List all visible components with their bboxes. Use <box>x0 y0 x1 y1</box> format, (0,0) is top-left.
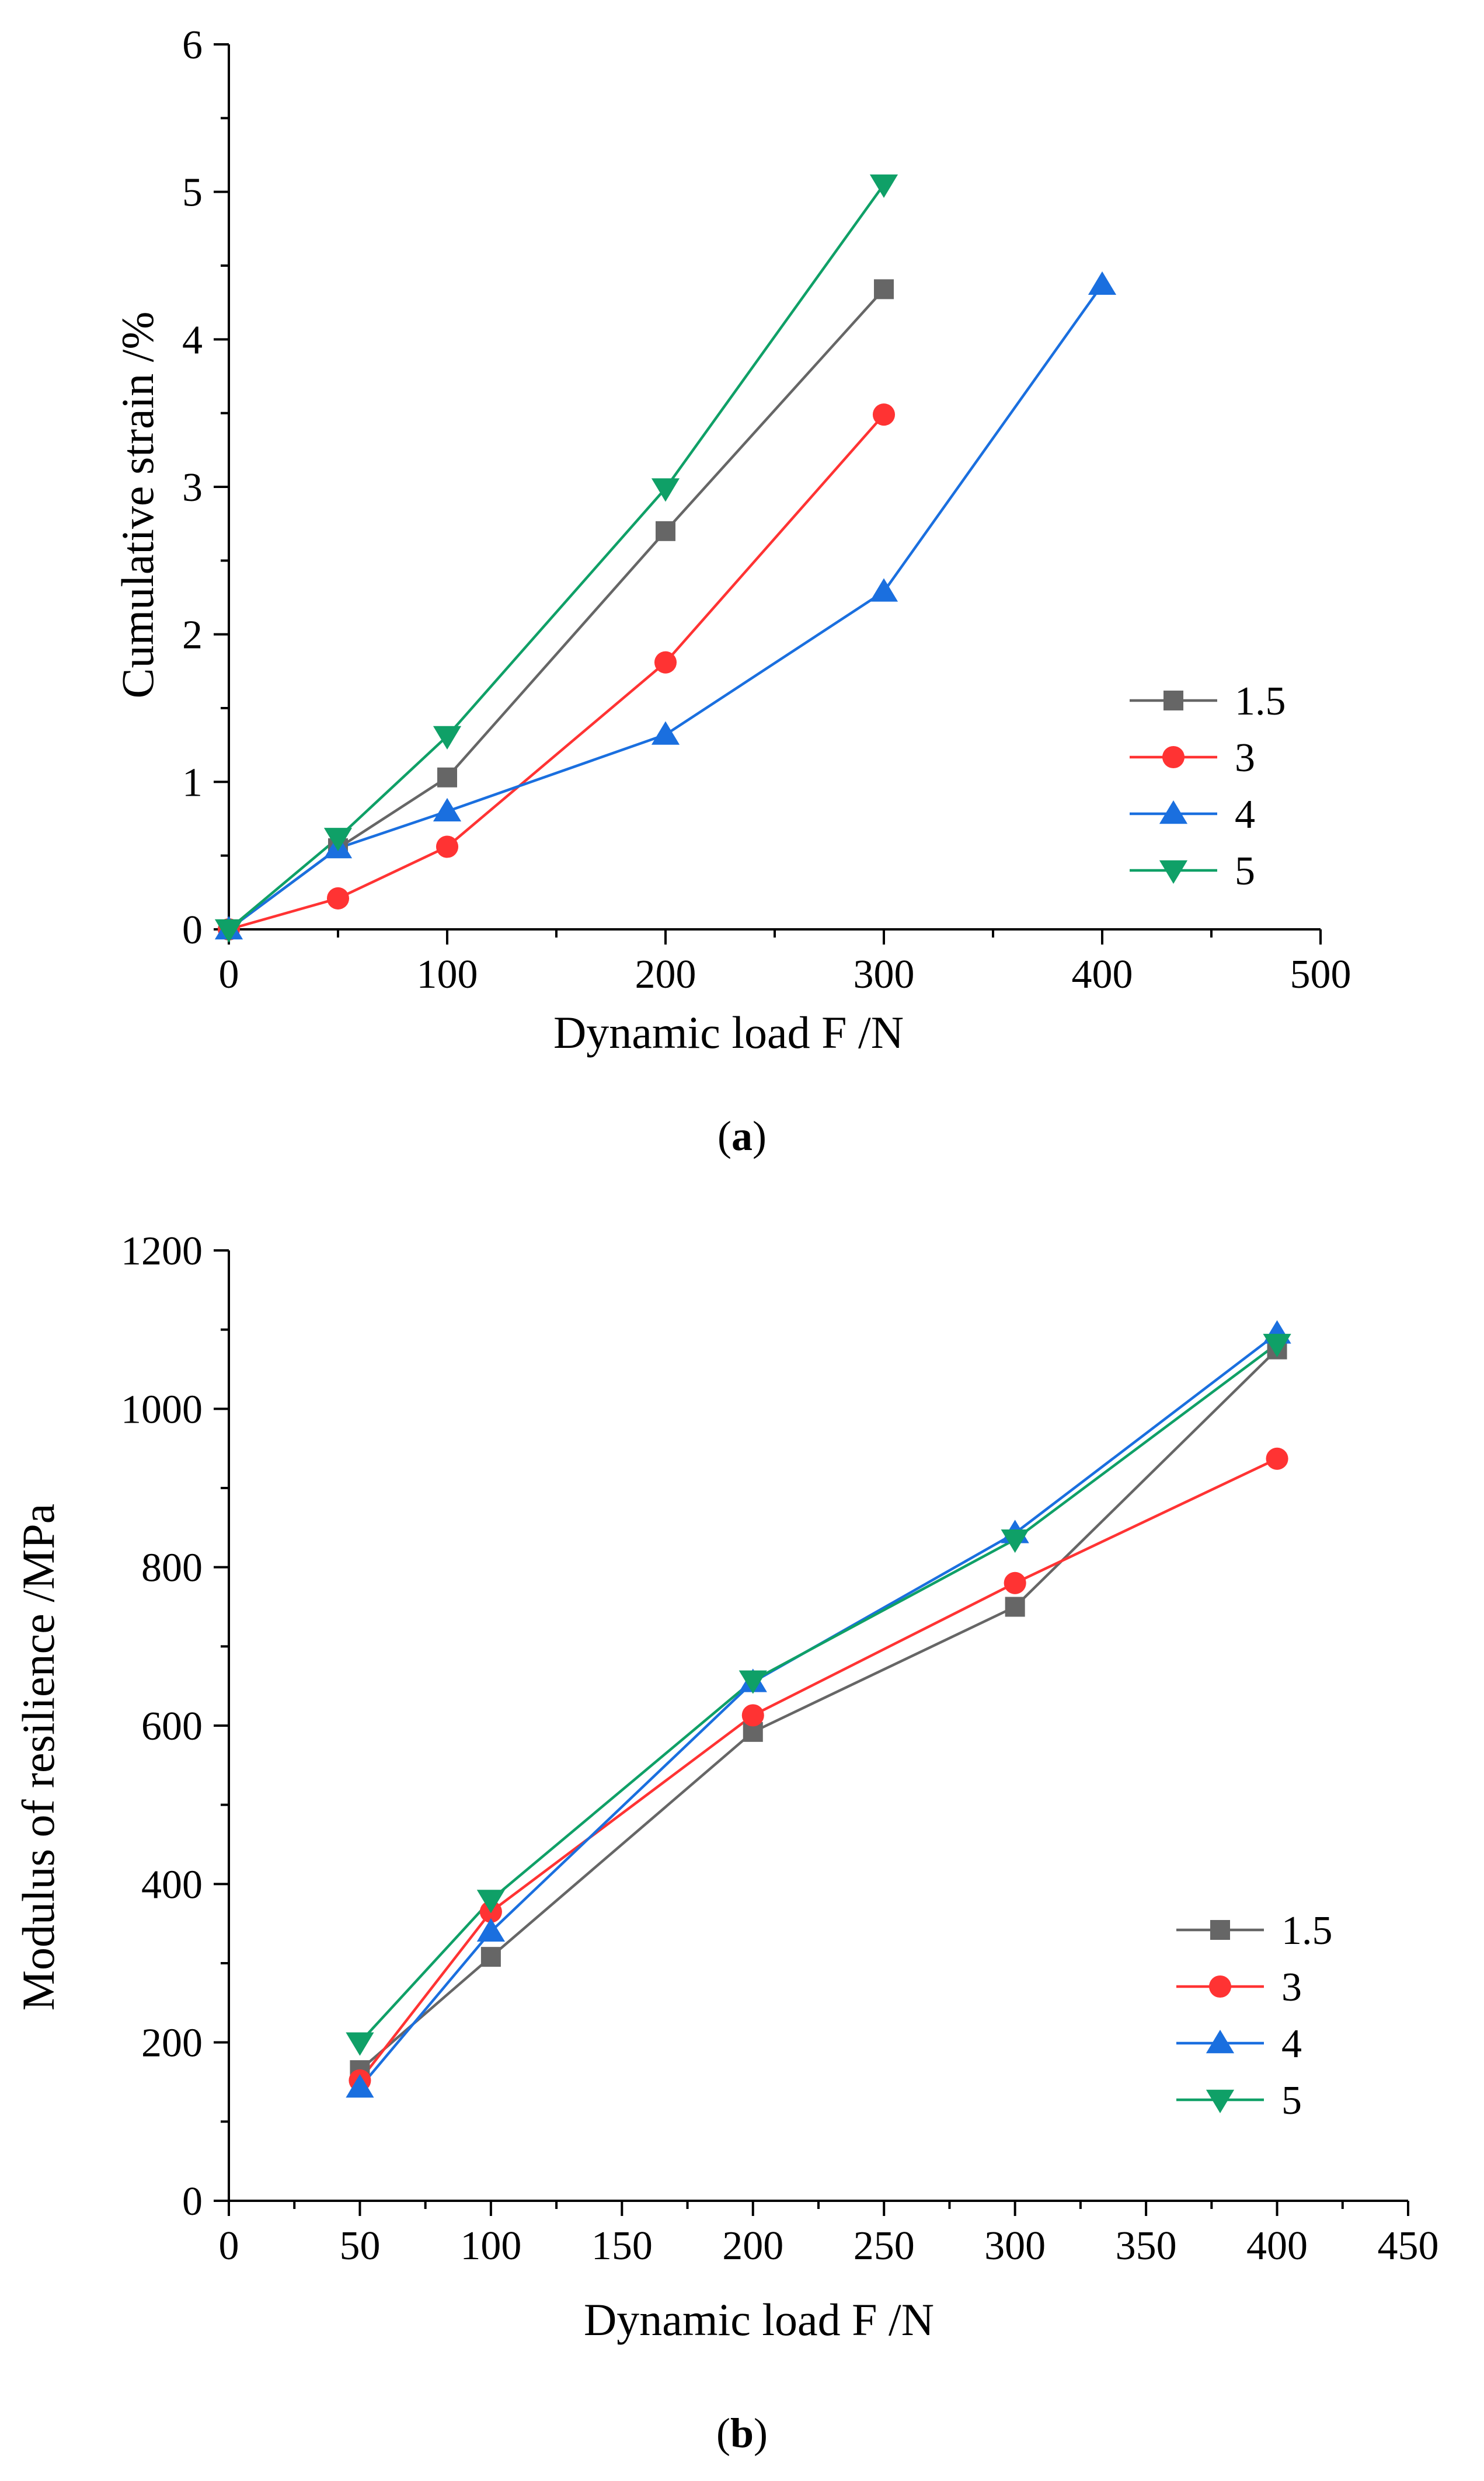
series-line-5 <box>228 183 885 931</box>
y-tick-label: 0 <box>182 2179 203 2224</box>
y-tick-label: 0 <box>182 908 203 953</box>
legend-marker-4 <box>1159 800 1188 824</box>
data-point-4 <box>651 721 680 745</box>
data-point-5 <box>869 174 898 198</box>
data-point-5 <box>1001 1529 1029 1553</box>
panel-caption-label: a <box>731 1113 753 1159</box>
series-markers <box>214 174 1117 943</box>
data-point-5 <box>346 2032 374 2056</box>
data-point-3 <box>872 403 896 426</box>
legend-label: 1.5 <box>1281 1908 1333 1953</box>
series-markers <box>346 1320 1291 2098</box>
y-tick-label: 2 <box>182 613 203 658</box>
legend-marker-1.5 <box>1163 691 1183 710</box>
x-tick-label: 100 <box>460 2224 521 2269</box>
x-tick-label: 0 <box>219 2224 239 2269</box>
data-point-1.5 <box>437 767 457 787</box>
legend-label: 1.5 <box>1235 679 1286 724</box>
data-point-5 <box>738 1670 767 1694</box>
panel-caption-label: b <box>730 2410 754 2456</box>
x-tick-label: 50 <box>339 2224 380 2269</box>
data-point-4 <box>869 578 898 602</box>
data-point-5 <box>476 1890 505 1914</box>
data-point-1.5 <box>874 279 894 299</box>
x-tick-label: 150 <box>591 2224 653 2269</box>
legend-marker-5 <box>1159 860 1188 884</box>
data-point-5 <box>323 828 353 852</box>
series-line-1.5 <box>228 288 885 931</box>
data-point-5 <box>214 919 243 943</box>
x-tick-label: 200 <box>722 2224 783 2269</box>
y-tick-label: 600 <box>141 1704 203 1749</box>
data-point-5 <box>433 726 462 750</box>
data-point-4 <box>346 2074 374 2098</box>
y-tick-label: 1 <box>182 760 203 805</box>
data-point-3 <box>326 887 350 910</box>
x-tick-label: 400 <box>1072 952 1133 997</box>
series-line-3 <box>228 413 885 931</box>
data-point-1.5 <box>656 521 675 541</box>
x-tick-label: 100 <box>417 952 478 997</box>
data-point-4 <box>433 797 462 822</box>
axes: 0 100 200 300 400 500 0 1 2 3 4 5 6 <box>182 23 1351 997</box>
y-tick-label: 3 <box>182 465 203 510</box>
y-tick-label: 1000 <box>121 1387 203 1432</box>
panel-caption: (b) <box>716 2410 768 2456</box>
x-tick-label: 500 <box>1290 952 1351 997</box>
y-tick-label: 400 <box>141 1862 203 1907</box>
y-tick-label: 200 <box>141 2021 203 2066</box>
data-point-3 <box>654 651 677 674</box>
y-tick-label: 1200 <box>121 1229 203 1274</box>
data-point-5 <box>651 478 680 502</box>
y-tick-label: 800 <box>141 1546 203 1591</box>
data-point-1.5 <box>1005 1597 1025 1617</box>
legend-marker-3 <box>1162 745 1185 769</box>
chart-panel-b: 0 50 100 150 200 250 300 350 400 450 0 200 400 600 800… <box>13 1229 1439 2456</box>
x-tick-label: 300 <box>984 2224 1046 2269</box>
x-tick-label: 200 <box>635 952 696 997</box>
data-point-3 <box>741 1704 764 1727</box>
legend-marker-5 <box>1206 2089 1235 2113</box>
series-line-3 <box>358 1457 1278 2082</box>
x-tick-label: 250 <box>854 2224 915 2269</box>
series-lines <box>228 183 1103 931</box>
data-point-3 <box>1004 1571 1026 1594</box>
legend-label: 3 <box>1235 736 1255 780</box>
y-tick-label: 4 <box>182 318 203 363</box>
x-axis-label: Dynamic load F /N <box>584 2294 934 2345</box>
legend-label: 5 <box>1281 2078 1302 2123</box>
chart-panel-a: 0 100 200 300 400 500 0 1 2 3 4 5 6 1.5 3 4 5 Dynamic l… <box>112 23 1351 1159</box>
x-tick-label: 300 <box>854 952 915 997</box>
data-point-3 <box>436 835 459 858</box>
data-point-3 <box>1266 1447 1288 1470</box>
legend-marker-4 <box>1206 2030 1235 2054</box>
legend-label: 3 <box>1281 1965 1302 2010</box>
y-tick-label: 5 <box>182 170 203 215</box>
series-lines <box>358 1332 1279 2089</box>
x-tick-label: 400 <box>1246 2224 1308 2269</box>
x-axis-label: Dynamic load F /N <box>553 1007 904 1058</box>
data-point-4 <box>476 1918 505 1942</box>
data-point-1.5 <box>480 1947 501 1967</box>
legend: 1.5 3 4 5 <box>1130 679 1286 894</box>
series-line-4 <box>228 284 1103 931</box>
legend-label: 5 <box>1235 849 1255 894</box>
y-tick-label: 6 <box>182 23 203 68</box>
y-axis-label: Cumulative strain /% <box>112 312 163 699</box>
axes: 0 50 100 150 200 250 300 350 400 450 0 200 400 600 800… <box>121 1229 1439 2269</box>
data-point-4 <box>1088 271 1117 295</box>
legend: 1.5 3 4 5 <box>1176 1908 1333 2123</box>
legend-marker-1.5 <box>1210 1920 1230 1940</box>
legend-label: 4 <box>1235 792 1255 837</box>
x-tick-label: 350 <box>1116 2224 1177 2269</box>
legend-marker-3 <box>1208 1975 1232 1998</box>
data-point-5 <box>1263 1333 1291 1358</box>
y-axis-label: Modulus of resilience /MPa <box>13 1504 64 2011</box>
legend-label: 4 <box>1281 2022 1302 2067</box>
x-tick-label: 0 <box>219 952 239 997</box>
x-tick-label: 450 <box>1378 2224 1439 2269</box>
panel-caption: (a) <box>717 1113 767 1159</box>
